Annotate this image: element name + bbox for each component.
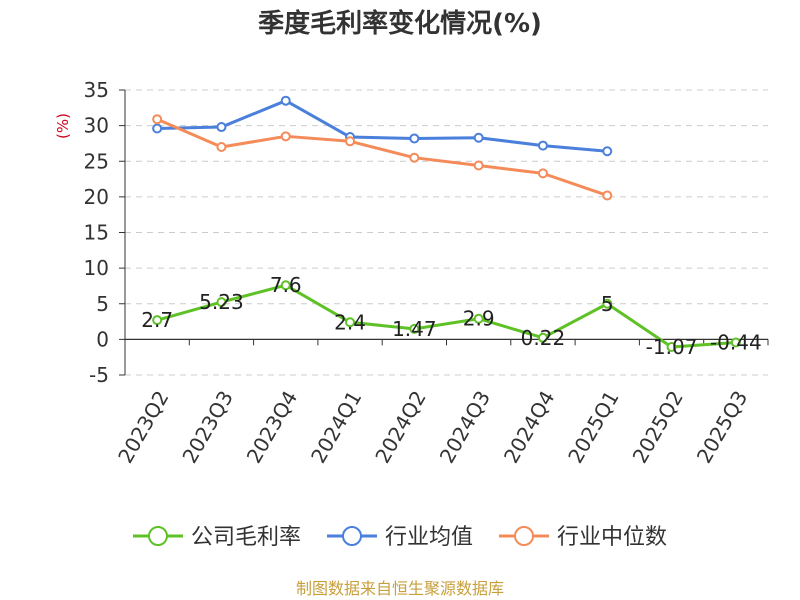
series-point[interactable] — [602, 298, 613, 309]
y-tick-label: 5 — [96, 292, 109, 316]
legend-marker — [514, 526, 534, 546]
y-tick-label: 10 — [84, 256, 109, 280]
chart-title: 季度毛利率变化情况(%) — [258, 8, 542, 39]
legend-item[interactable]: 公司毛利率 — [133, 525, 301, 550]
x-tick-label: 2024Q4 — [499, 387, 559, 468]
data-label: 5 — [601, 292, 614, 316]
series-point[interactable] — [409, 323, 420, 334]
series-point[interactable] — [537, 168, 548, 179]
y-tick-label: 35 — [84, 78, 109, 102]
x-tick-label: 2024Q1 — [306, 387, 366, 468]
y-tick-label: 15 — [84, 221, 109, 245]
y-tick-label: 25 — [84, 149, 109, 173]
series-point[interactable] — [537, 332, 548, 343]
series-point[interactable] — [409, 152, 420, 163]
series-point[interactable] — [345, 136, 356, 147]
x-tick-label: 2023Q4 — [242, 387, 302, 468]
series-point[interactable] — [280, 131, 291, 142]
data-label: 2.9 — [463, 307, 495, 331]
series-point[interactable] — [473, 160, 484, 171]
legend-label: 公司毛利率 — [191, 525, 301, 550]
series-point[interactable] — [280, 280, 291, 291]
data-labels: 2.7 5.23 7.6 2.4 1.47 2.9 0.22 5 -1.07 -0.44 — [141, 273, 761, 359]
source-note: 制图数据来自恒生聚源数据库 — [296, 579, 504, 598]
data-label: 2.4 — [334, 310, 366, 334]
series-point[interactable] — [473, 313, 484, 324]
series-point[interactable] — [473, 132, 484, 143]
series-line — [156, 283, 736, 349]
y-tick-label: 30 — [84, 114, 109, 138]
data-label: -0.44 — [710, 331, 762, 355]
legend-item[interactable]: 行业均值 — [327, 525, 473, 550]
y-tick-label: 0 — [96, 327, 109, 351]
series-point[interactable] — [537, 140, 548, 151]
series-point[interactable] — [216, 142, 227, 152]
series-point[interactable] — [152, 123, 163, 134]
series-point[interactable] — [152, 114, 163, 125]
x-tick-label: 2024Q2 — [370, 387, 430, 468]
series-point[interactable] — [602, 190, 613, 201]
x-tick-label: 2024Q3 — [435, 387, 495, 468]
data-label: -1.07 — [646, 335, 698, 359]
data-label: 5.23 — [199, 290, 244, 314]
x-tick-label: 2025Q1 — [563, 387, 623, 468]
data-label: 7.6 — [270, 273, 302, 297]
series-point[interactable] — [730, 337, 741, 348]
y-tick-label: -5 — [89, 363, 109, 387]
legend-marker — [342, 526, 362, 546]
legend[interactable]: 公司毛利率 行业均值 行业中位数 — [133, 525, 667, 550]
legend-marker — [148, 526, 168, 546]
series-line — [156, 117, 608, 197]
x-tick-label: 2023Q2 — [113, 387, 173, 468]
x-tick-label: 2025Q3 — [692, 387, 752, 468]
series-point[interactable] — [152, 315, 163, 326]
legend-label: 行业均值 — [385, 525, 473, 550]
series-point[interactable] — [345, 317, 356, 328]
series-point[interactable] — [666, 341, 677, 352]
series-point[interactable] — [602, 146, 613, 157]
data-label: 0.22 — [521, 326, 566, 350]
x-tick-label: 2025Q2 — [628, 387, 688, 468]
data-label: 1.47 — [392, 317, 437, 341]
axes: -5 0 5 10 15 20 25 30 35 2023Q2 2023Q3 2023Q4 2024Q1… — [84, 78, 769, 468]
series-point[interactable] — [409, 133, 420, 144]
series-line — [157, 99, 608, 153]
grid — [125, 89, 768, 376]
series-point[interactable] — [216, 297, 227, 308]
y-tick-label: 20 — [84, 185, 109, 209]
data-label: 2.7 — [141, 308, 173, 332]
series — [152, 95, 741, 352]
y-axis-label: (%) — [54, 113, 72, 139]
legend-item[interactable]: 行业中位数 — [499, 525, 667, 550]
x-tick-label: 2023Q3 — [177, 387, 237, 468]
legend-label: 行业中位数 — [557, 525, 667, 550]
series-point[interactable] — [280, 95, 291, 106]
series-point[interactable] — [216, 122, 227, 133]
